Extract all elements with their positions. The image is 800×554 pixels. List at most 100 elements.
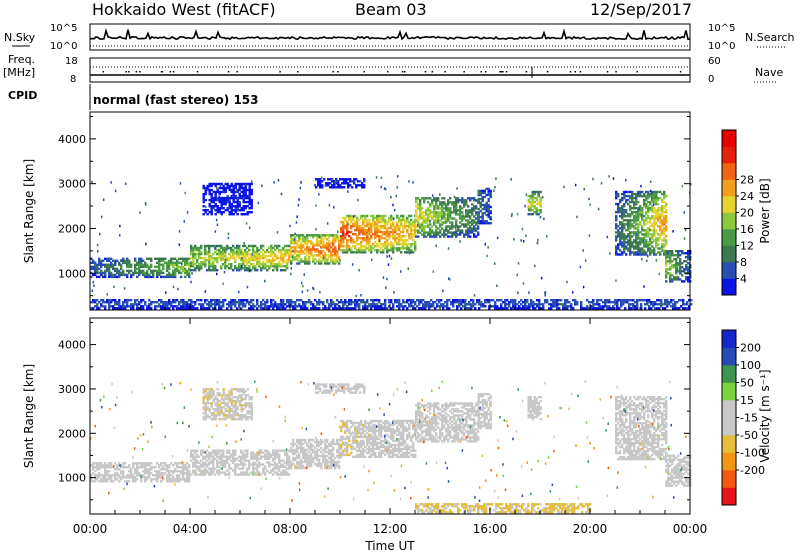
velocity-cell xyxy=(116,474,119,477)
power-cell xyxy=(400,220,403,224)
power-cell xyxy=(92,301,95,304)
power-cell xyxy=(238,299,241,302)
power-cell xyxy=(264,305,267,308)
velocity-cell xyxy=(180,470,183,473)
velocity-cell xyxy=(262,467,265,470)
power-cell xyxy=(276,265,279,268)
velocity-cell xyxy=(222,465,225,468)
power-cell xyxy=(106,257,109,260)
power-cell xyxy=(615,217,618,220)
velocity-cell xyxy=(234,473,237,476)
power-cell xyxy=(272,305,275,308)
velocity-cell xyxy=(122,466,125,469)
power-cell xyxy=(268,258,271,262)
power-cell xyxy=(232,301,235,304)
power-cell xyxy=(339,184,342,187)
power-cell xyxy=(364,305,367,308)
power-cell xyxy=(96,271,99,275)
power-cell xyxy=(220,246,223,250)
power-cell xyxy=(374,228,377,232)
power-cell xyxy=(363,186,366,189)
nave-dot xyxy=(480,71,482,73)
power-cell xyxy=(380,235,383,238)
power-cell xyxy=(317,178,320,181)
power-cell xyxy=(542,307,545,310)
power-cell xyxy=(449,201,452,204)
power-cell xyxy=(186,259,189,262)
power-cell xyxy=(622,299,625,302)
velocity-cell xyxy=(264,453,267,456)
power-cell xyxy=(296,240,299,243)
power-cell xyxy=(392,247,395,250)
power-cell xyxy=(629,227,632,230)
power-cell xyxy=(631,219,634,222)
power-cell xyxy=(477,197,480,201)
power-cell xyxy=(260,244,263,248)
power-cell xyxy=(463,223,466,226)
power-cell xyxy=(398,228,401,232)
power-cell xyxy=(451,235,454,238)
velocity-cell xyxy=(206,455,209,458)
velocity-cell xyxy=(204,461,207,464)
power-cell xyxy=(677,264,680,267)
power-cell xyxy=(332,301,335,304)
power-cell xyxy=(344,307,347,310)
power-cell xyxy=(467,209,470,212)
power-cell xyxy=(236,252,239,256)
velocity-cell xyxy=(144,478,147,481)
velocity-cell xyxy=(124,476,127,479)
power-cell xyxy=(442,305,445,308)
power-cell xyxy=(465,215,468,218)
power-colorbar-segment xyxy=(722,245,736,263)
power-cell xyxy=(657,251,660,254)
power-cell xyxy=(212,265,215,268)
power-cell xyxy=(230,250,233,254)
power-cell xyxy=(390,301,393,304)
velocity-cell xyxy=(90,478,93,481)
nsky-tick-bottom: 10^0 xyxy=(50,41,77,52)
velocity-cell xyxy=(170,478,173,481)
power-cell xyxy=(655,253,658,256)
power-cell xyxy=(96,303,99,306)
power-cell xyxy=(431,211,434,214)
power-cell xyxy=(288,301,291,304)
power-cell xyxy=(473,227,476,230)
power-cell xyxy=(663,219,666,222)
power-cell xyxy=(344,249,347,252)
power-cell xyxy=(666,299,669,302)
velocity-cell xyxy=(144,466,147,469)
power-cell xyxy=(647,200,650,204)
velocity-cell xyxy=(142,474,145,477)
power-cell xyxy=(106,267,109,271)
power-cell xyxy=(366,247,369,250)
power-cell xyxy=(358,307,361,310)
power-cell xyxy=(360,237,363,240)
power-cell xyxy=(236,307,239,310)
power-cell xyxy=(146,271,149,275)
power-cell xyxy=(410,222,413,226)
power-cell xyxy=(108,301,111,304)
power-cell xyxy=(354,228,357,232)
velocity-cell xyxy=(110,474,113,477)
power-cell xyxy=(637,253,640,256)
velocity-cell xyxy=(268,461,271,464)
power-cell xyxy=(208,192,211,196)
power-cell xyxy=(286,263,289,266)
power-cell xyxy=(230,213,233,216)
power-cell xyxy=(366,237,369,240)
velocity-cell xyxy=(134,470,137,473)
power-cell xyxy=(254,267,257,270)
power-cell xyxy=(356,243,359,246)
power-cell xyxy=(192,301,195,304)
power-cell xyxy=(437,205,440,208)
power-cell xyxy=(653,200,656,204)
velocity-cell xyxy=(160,464,163,467)
power-cell xyxy=(457,227,460,230)
power-cell xyxy=(256,254,259,258)
power-cell xyxy=(228,186,231,190)
velocity-cell xyxy=(196,465,199,468)
power-cell xyxy=(358,230,361,234)
power-cell xyxy=(550,303,553,306)
power-noise-cell xyxy=(358,269,360,272)
power-cell xyxy=(556,299,559,302)
